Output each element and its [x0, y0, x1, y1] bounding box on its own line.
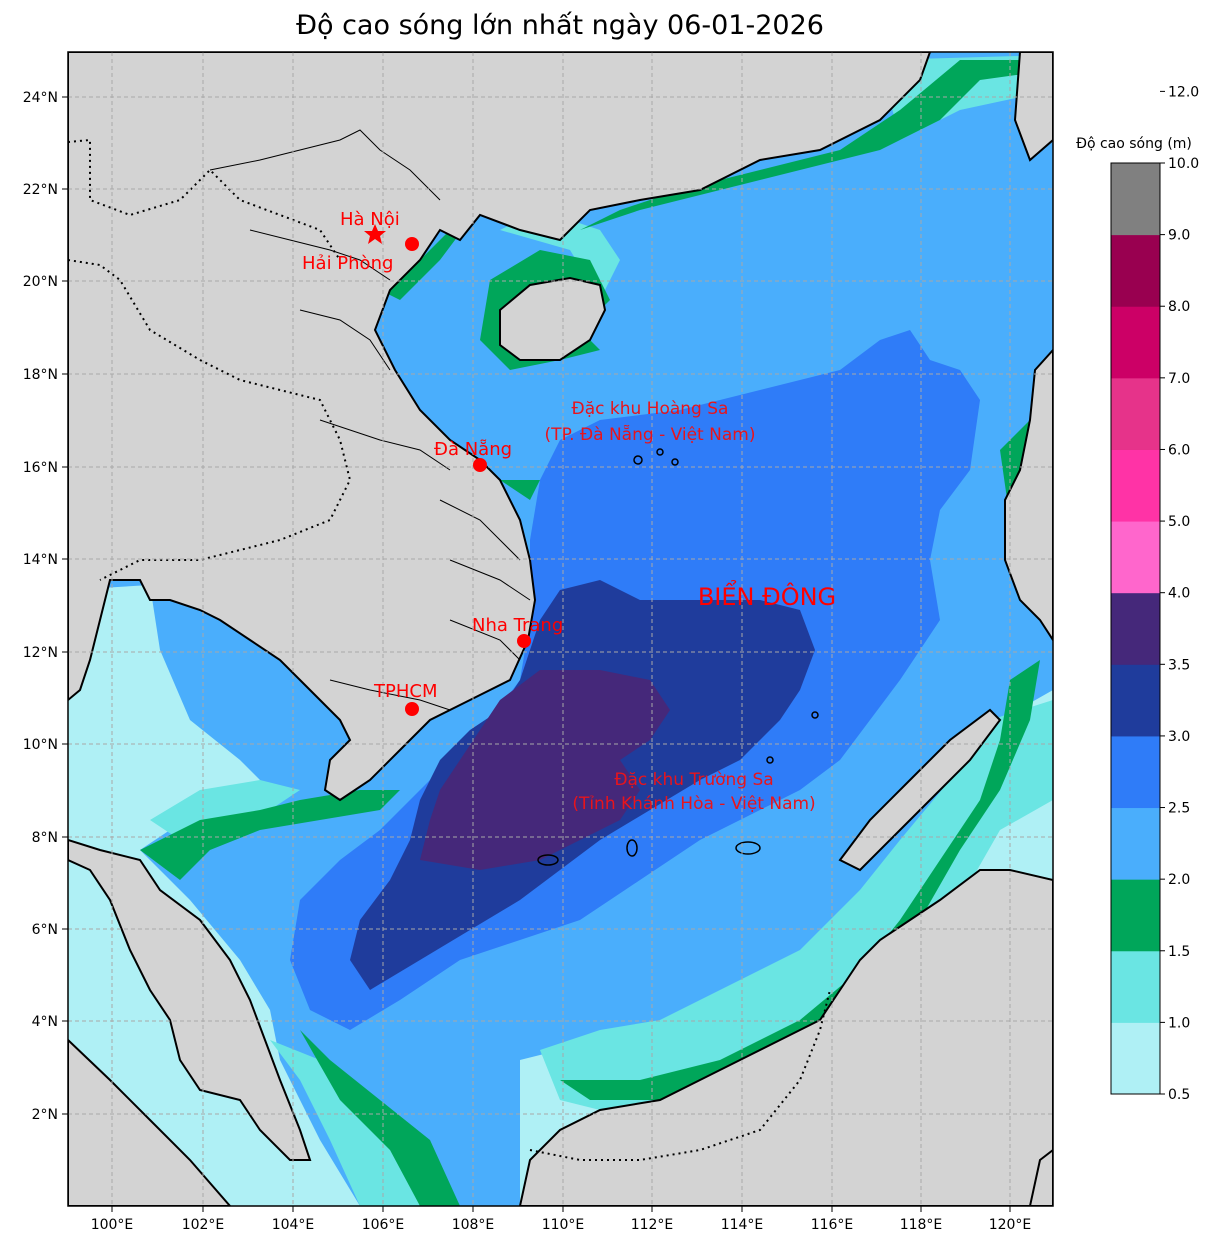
islands: [537, 448, 819, 866]
hanoi-star-marker: [364, 224, 386, 244]
colorbar-segment: [1111, 879, 1160, 952]
luzon: [1004, 348, 1053, 642]
city-label-nhatrang: Nha Trang: [472, 615, 563, 636]
y-tick-label: 16°N: [23, 460, 58, 476]
colorbar-tick-label: 3.0: [1168, 729, 1190, 745]
colorbar-tick-label: 10.0: [1168, 156, 1199, 172]
y-tick-label: 4°N: [32, 1014, 58, 1030]
x-tick-label: 104°E: [272, 1217, 315, 1233]
malay-peninsula: [68, 838, 312, 1161]
y-tick-label: 22°N: [23, 182, 58, 198]
colorbar-tick-label: 1.5: [1168, 944, 1190, 960]
map-panel: Hà Nội Hải Phòng Đà Nẵng Nha Trang TPHCM…: [68, 52, 1053, 1206]
danang-marker: [473, 458, 487, 472]
hoang-sa-label-1: Đặc khu Hoàng Sa: [572, 399, 729, 419]
y-axis: 24°N 22°N 20°N 18°N 16°N 14°N 12°N 10°N …: [23, 90, 68, 1123]
x-tick-label: 116°E: [811, 1217, 854, 1233]
y-tick-label: 2°N: [32, 1107, 58, 1123]
colorbar-segment: [1111, 664, 1160, 737]
sea-name-label: BIỂN ĐÔNG: [698, 579, 836, 611]
mindanao-corner: [1028, 1148, 1053, 1206]
colorbar-tick-label: 12.0: [1168, 84, 1199, 100]
truong-sa-label-2: (Tỉnh Khánh Hòa - Việt Nam): [572, 794, 815, 814]
sumatra: [68, 1038, 232, 1206]
x-tick-label: 102°E: [182, 1217, 225, 1233]
land: [68, 52, 1053, 1206]
colorbar-tick-label: 9.0: [1168, 228, 1190, 244]
y-tick-label: 20°N: [23, 274, 58, 290]
x-tick-label: 120°E: [989, 1217, 1032, 1233]
city-markers: [364, 224, 531, 716]
x-tick-label: 118°E: [900, 1217, 943, 1233]
colorbar-tick-label: 3.5: [1168, 657, 1190, 673]
colorbar-tick-label: 4.0: [1168, 586, 1190, 602]
x-tick-label: 112°E: [631, 1217, 674, 1233]
colorbar-segment: [1111, 306, 1160, 379]
colorbar-tick-label: 7.0: [1168, 371, 1190, 387]
province-borders: [209, 129, 531, 711]
city-label-danang: Đà Nẵng: [434, 439, 512, 460]
x-axis: 100°E 102°E 104°E 106°E 108°E 110°E 112°…: [91, 1206, 1032, 1233]
x-tick-label: 110°E: [542, 1217, 585, 1233]
colorbar-segment: [1111, 163, 1160, 236]
colorbar-tick-label: 6.0: [1168, 442, 1190, 458]
colorbar-tick-label: 2.0: [1168, 872, 1190, 888]
y-tick-label: 8°N: [32, 830, 58, 846]
y-tick-label: 18°N: [23, 367, 58, 383]
colorbar-segment: [1111, 521, 1160, 594]
truong-sa-label-1: Đặc khu Trường Sa: [614, 770, 773, 790]
colorbar-segment: [1111, 377, 1160, 450]
x-tick-label: 108°E: [452, 1217, 495, 1233]
x-tick-label: 106°E: [362, 1217, 405, 1233]
colorbar-tick-label: 5.0: [1168, 514, 1190, 530]
hoang-sa-label-2: (TP. Đà Nẵng - Việt Nam): [545, 424, 756, 445]
taiwan: [1013, 52, 1053, 162]
y-tick-label: 14°N: [23, 552, 58, 568]
colorbar-segment: [1111, 592, 1160, 665]
nhatrang-marker: [517, 634, 531, 648]
city-label-haiphong: Hải Phòng: [302, 253, 393, 274]
colorbar-tick-label: 2.5: [1168, 801, 1190, 817]
haiphong-marker: [405, 237, 419, 251]
city-label-hcmc: TPHCM: [373, 681, 437, 702]
map-frame: [67, 51, 1054, 1207]
hcmc-marker: [405, 702, 419, 716]
colorbar-segment: [1111, 807, 1160, 880]
y-tick-label: 12°N: [23, 645, 58, 661]
y-tick-label: 10°N: [23, 737, 58, 753]
colorbar-segment: [1111, 449, 1160, 522]
colorbar-title: Độ cao sóng (m): [1076, 136, 1192, 152]
colorbar-frame: [1110, 162, 1161, 1095]
colorbar-segment: [1111, 735, 1160, 809]
colorbar-tick-label: 0.5: [1168, 1087, 1190, 1103]
graticule: [68, 52, 1053, 1206]
colorbar-tick-label: 8.0: [1168, 299, 1190, 315]
x-tick-label: 100°E: [91, 1217, 134, 1233]
city-label-hanoi: Hà Nội: [340, 209, 400, 230]
colorbar-segment: [1111, 234, 1160, 307]
map-title: Độ cao sóng lớn nhất ngày 06-01-2026: [296, 10, 824, 41]
country-borders: [68, 138, 831, 1161]
colorbar: 0.5 1.0 1.5 2.0 2.5 3.0 3.5 4.0 5.0 6.0 7.0 8.0 9.0 1…: [1110, 84, 1199, 1103]
wave-zone-3p5-4: [420, 670, 670, 870]
borneo: [518, 869, 1053, 1206]
colorbar-tick-label: 1.0: [1168, 1015, 1190, 1031]
y-tick-label: 24°N: [23, 90, 58, 106]
hainan-island: [499, 276, 607, 361]
y-tick-label: 6°N: [32, 922, 58, 938]
palawan: [838, 708, 1002, 872]
x-tick-label: 114°E: [721, 1217, 764, 1233]
colorbar-segment: [1111, 950, 1160, 1023]
colorbar-segment: [1111, 1022, 1160, 1095]
